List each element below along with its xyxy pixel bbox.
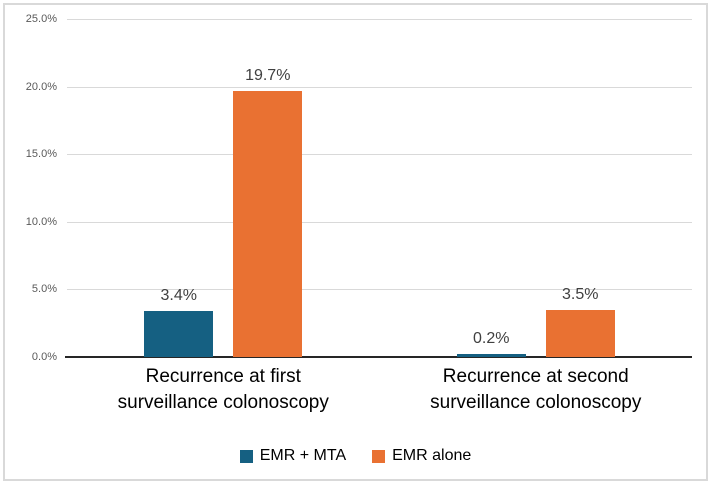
gridline <box>67 289 692 291</box>
gridline <box>67 154 692 156</box>
bar-emr-alone <box>233 90 303 357</box>
chart-frame: 3.4% 0.2% 19.7% 3.5% EMR + MTA EMR alone 0.0… <box>3 3 708 481</box>
y-axis-tick-label: 25.0% <box>25 13 57 25</box>
legend-label: EMR alone <box>392 447 472 464</box>
gridline <box>67 221 692 223</box>
bar-emr-mta <box>144 311 214 357</box>
data-label: 3.5% <box>562 285 599 303</box>
plot-area: 3.4% 0.2% 19.7% 3.5% <box>65 19 692 358</box>
y-axis-tick-label: 5.0% <box>31 283 57 296</box>
legend-item: EMR + MTA <box>239 447 347 465</box>
legend-swatch <box>372 449 386 463</box>
y-axis-tick-label: 20.0% <box>25 80 57 93</box>
x-axis-line <box>65 356 692 358</box>
y-axis-tick-label: 15.0% <box>25 148 57 161</box>
gridline <box>67 19 692 20</box>
category-label: Recurrence at second surveillance colono… <box>430 366 642 413</box>
y-axis-tick-label: 0.0% <box>31 351 57 363</box>
data-label: 19.7% <box>245 66 291 84</box>
bar-emr-mta <box>456 354 526 357</box>
category-label: Recurrence at first surveillance colonos… <box>117 366 329 413</box>
gridline <box>67 86 692 88</box>
legend-item: EMR alone <box>372 447 471 465</box>
legend-label: EMR + MTA <box>259 447 347 464</box>
data-label: 3.4% <box>160 287 197 305</box>
bar-emr-alone <box>545 309 615 357</box>
legend-swatch <box>239 449 253 463</box>
y-axis-tick-label: 10.0% <box>25 215 57 228</box>
data-label: 0.2% <box>473 330 510 348</box>
legend: EMR + MTA EMR alone <box>5 447 706 465</box>
